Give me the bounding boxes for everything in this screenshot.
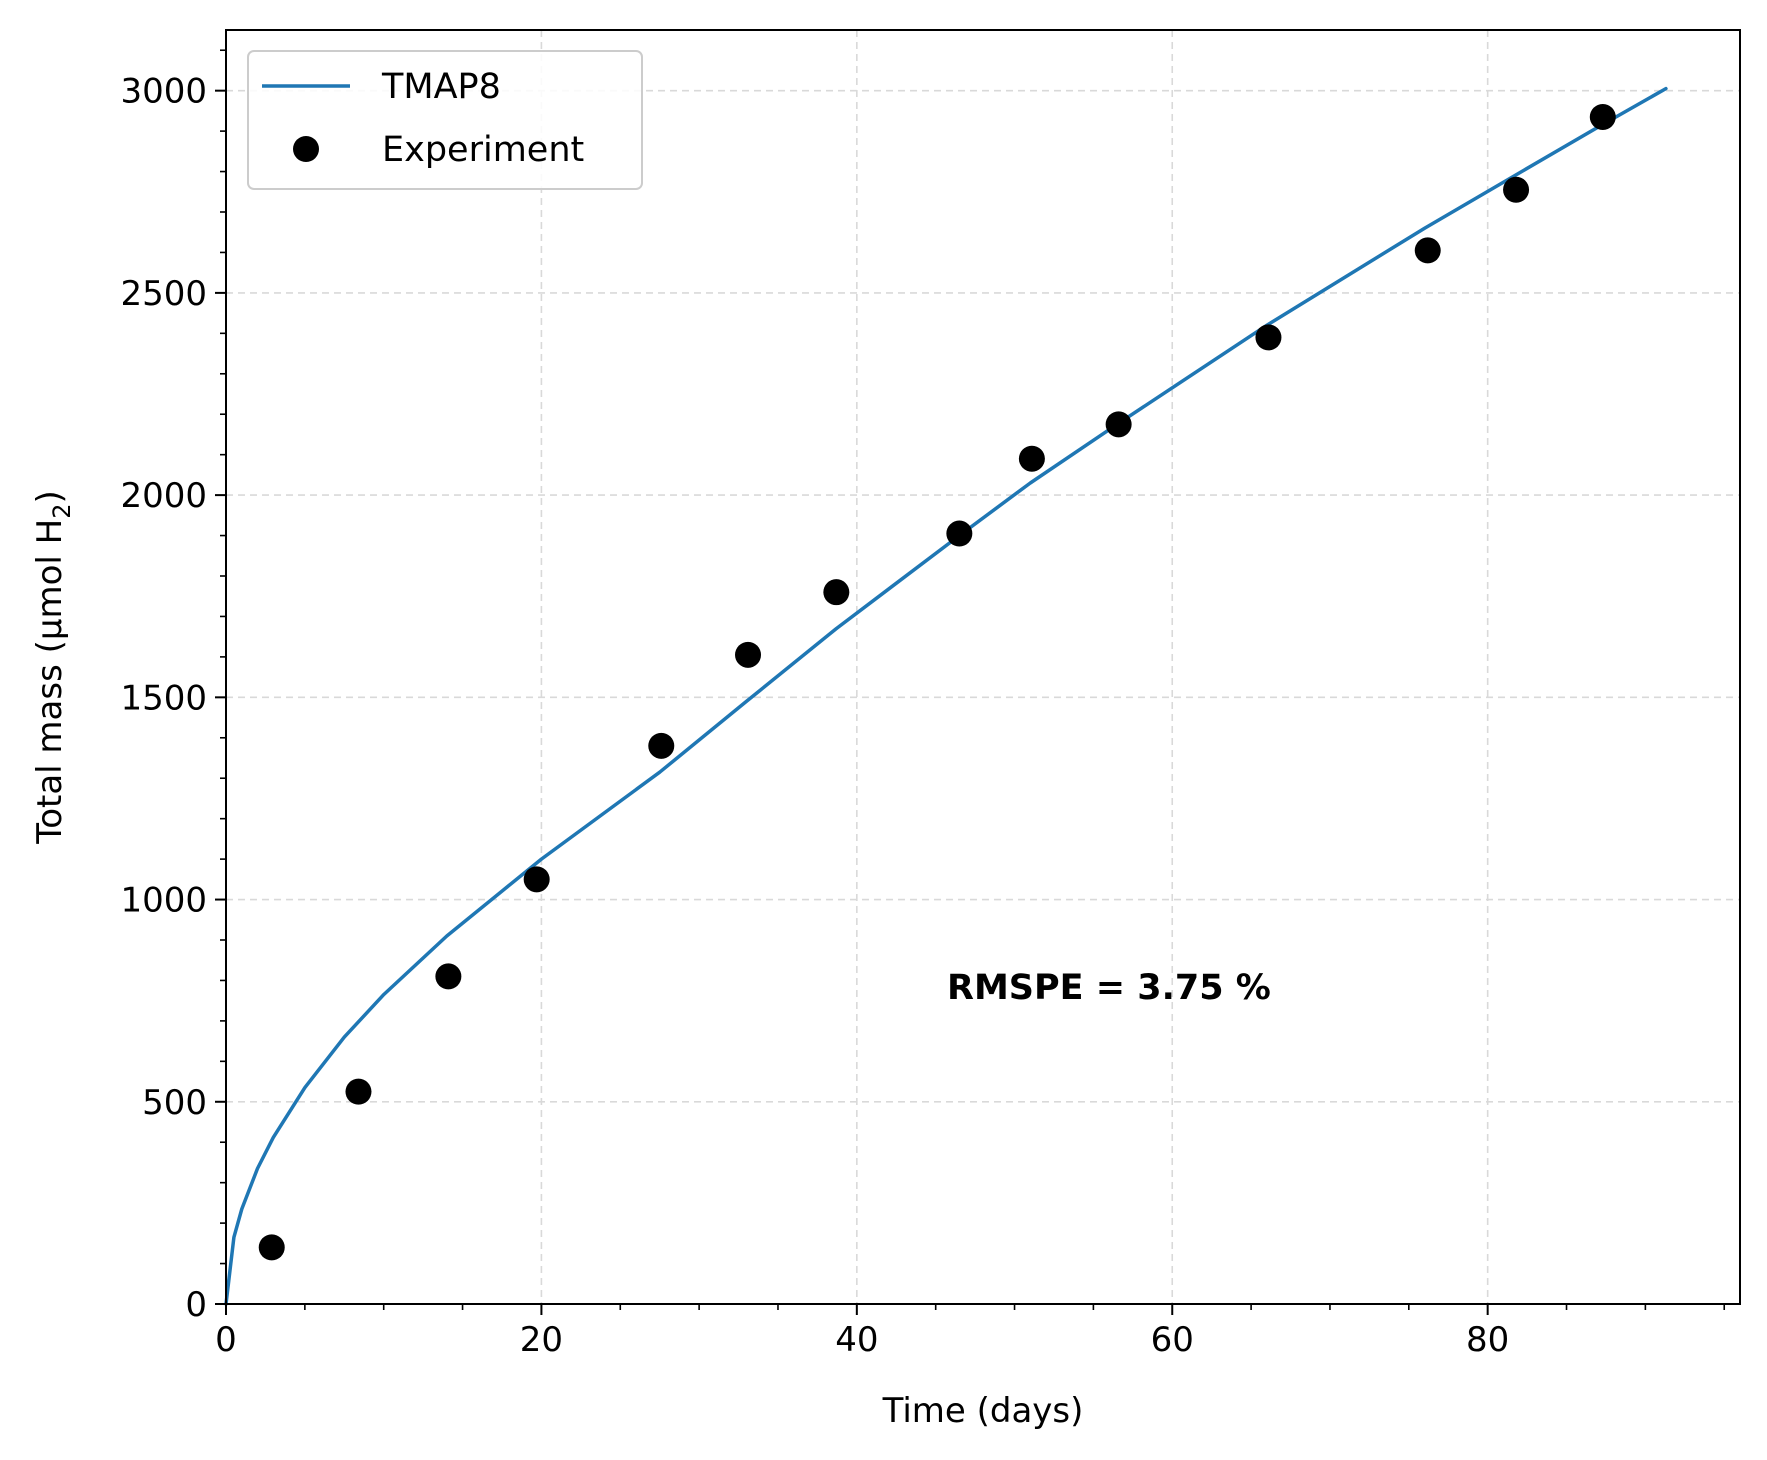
experiment-point	[258, 1234, 285, 1261]
x-tick-label: 80	[1466, 1320, 1509, 1360]
legend-experiment-marker	[293, 136, 319, 162]
legend-tmap8-label: TMAP8	[381, 67, 501, 107]
y-tick-label: 500	[142, 1083, 207, 1123]
x-tick-label: 60	[1151, 1320, 1194, 1360]
y-axis-label: Total mass (μmol H2)	[30, 490, 76, 845]
experiment-point	[648, 732, 675, 759]
y-tick-label: 2500	[120, 274, 207, 314]
experiment-point	[946, 520, 973, 547]
y-tick-label: 2000	[120, 476, 207, 516]
x-axis-label: Time (days)	[882, 1391, 1084, 1431]
y-tick-label: 1500	[120, 678, 207, 718]
x-tick-label: 0	[215, 1320, 237, 1360]
tmap8-line	[224, 86, 1668, 1306]
axis-ticks: 0 20 40 60 80 0 500 1000 1500 2000 2500 3000	[120, 49, 1726, 1360]
experiment-point	[1018, 445, 1045, 472]
experiment-point	[435, 963, 462, 990]
experiment-point	[1414, 237, 1441, 264]
rmspe-annotation: RMSPE = 3.75 %	[947, 968, 1271, 1008]
plot-series	[224, 86, 1668, 1306]
y-tick-label: 3000	[120, 72, 207, 112]
experiment-point	[523, 866, 550, 893]
y-tick-label: 1000	[120, 881, 207, 921]
experiment-point	[1255, 324, 1282, 351]
experiment-point	[735, 641, 762, 668]
y-axis-label-main: Total mass (μmol H	[30, 519, 70, 845]
experiment-point	[1105, 411, 1132, 438]
x-tick-label: 20	[520, 1320, 563, 1360]
experiment-point	[345, 1078, 372, 1105]
y-tick-label: 0	[185, 1285, 207, 1325]
experiment-point	[823, 579, 850, 606]
experiment-point	[1503, 176, 1530, 203]
y-axis-label-close: )	[30, 490, 70, 503]
x-tick-label: 40	[835, 1320, 878, 1360]
legend: TMAP8 Experiment	[247, 50, 643, 190]
experiment-point	[1589, 103, 1616, 130]
y-axis-label-subscript: 2	[48, 503, 76, 518]
legend-experiment-label: Experiment	[382, 130, 584, 170]
plot-frame	[225, 29, 1741, 1305]
